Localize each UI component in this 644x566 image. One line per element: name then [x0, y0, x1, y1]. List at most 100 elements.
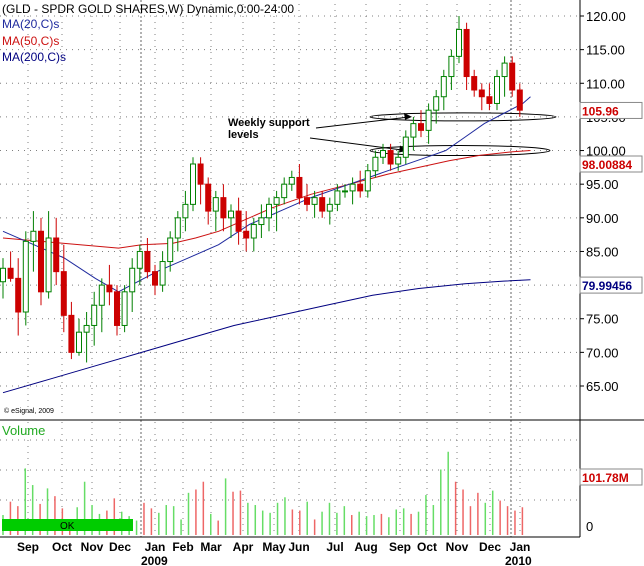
candle-body	[243, 230, 250, 239]
candle-body	[114, 291, 120, 326]
candle-body	[129, 267, 136, 293]
candle-body	[349, 183, 356, 192]
month-label-oct: Oct	[417, 540, 437, 554]
price-tick-label: 90.00	[586, 211, 619, 226]
candle-body	[30, 230, 37, 242]
candle-body	[83, 324, 90, 333]
candle-body	[38, 230, 44, 293]
price-badge-label: 105.96	[582, 104, 619, 118]
candle-body	[501, 62, 508, 78]
candle-body	[212, 197, 219, 212]
candle-body	[494, 76, 500, 104]
month-label-nov: Nov	[81, 540, 104, 554]
candle-body	[91, 304, 98, 326]
chart-title: (GLD - SPDR GOLD SHARES,W) Dynamic,0:00-…	[2, 2, 294, 16]
candle-body	[471, 76, 478, 91]
arrow-to-105	[315, 116, 411, 129]
candle-body	[15, 277, 22, 313]
candle-body	[372, 156, 379, 172]
price-badges: 105.96 98.00884 79.99456 101.78M	[579, 101, 643, 486]
support-ellipse-100	[369, 145, 551, 157]
ok-status-bar	[2, 519, 133, 531]
price-tick-label: 75.00	[586, 312, 619, 327]
month-label-sep: Sep	[17, 540, 39, 554]
arrowhead-105	[404, 112, 412, 120]
candle-body	[7, 267, 14, 279]
candle-body	[273, 197, 280, 205]
volume-zero-label: 0	[586, 519, 593, 534]
month-label-aug: Aug	[354, 540, 377, 554]
candle-body	[121, 291, 128, 326]
candle-body	[220, 197, 227, 219]
candle-body	[152, 271, 158, 286]
year-label-2009: 2009	[141, 554, 168, 566]
price-tick-label: 115.00	[586, 43, 625, 58]
candle-body	[311, 197, 318, 205]
annotation-line2: levels	[228, 129, 259, 141]
candle-body	[418, 123, 424, 131]
candle-body	[228, 210, 234, 219]
month-label-sep: Sep	[389, 540, 411, 554]
candle-body	[250, 224, 257, 239]
candle-body	[76, 331, 82, 353]
month-label-feb: Feb	[172, 540, 193, 554]
candle-body	[463, 28, 470, 78]
arrow-to-100	[309, 137, 407, 152]
candle-body	[288, 176, 295, 185]
candle-body	[106, 284, 113, 293]
price-badge-label: 79.99456	[582, 279, 632, 293]
candle-body	[68, 314, 75, 353]
month-label-mar: Mar	[200, 540, 222, 554]
price-tick-label: 70.00	[586, 345, 619, 360]
price-tick-label: 110.00	[586, 76, 625, 91]
candle-body	[448, 55, 455, 78]
candle-body	[456, 28, 462, 57]
candle-body	[45, 237, 52, 293]
copyright-text: © eSignal, 2009	[4, 407, 54, 415]
candle-body	[357, 183, 364, 192]
annotation-line1: Weekly support	[228, 117, 310, 129]
price-tick-label: 85.00	[586, 244, 619, 259]
candle-body	[205, 183, 212, 212]
price-tick-label: 95.00	[586, 177, 619, 192]
support-ellipse-105	[369, 112, 557, 122]
year-label-2010: 2010	[505, 554, 532, 566]
month-label-dec: Dec	[109, 540, 131, 554]
candle-body	[440, 76, 447, 98]
candle-body	[516, 89, 523, 111]
candle-body	[509, 62, 516, 91]
price-tick-label: 65.00	[586, 379, 619, 394]
ma20-line	[2, 96, 531, 293]
candle-body	[395, 156, 402, 165]
candle-body	[486, 96, 493, 104]
month-label-jun: Jun	[288, 540, 309, 554]
study-ma20[interactable]: MA(20,C)s	[2, 17, 59, 31]
time-axis-ticks: Sep Oct Nov Dec Jan Feb Mar Apr May Jun Jul Aug Sep O…	[17, 540, 532, 566]
price-tick-label: 120.00	[586, 9, 626, 24]
study-ma50[interactable]: MA(50,C)s	[2, 34, 59, 48]
candle-body	[304, 197, 310, 205]
month-label-apr: Apr	[233, 540, 254, 554]
candle-body	[60, 271, 67, 316]
candle-body	[235, 210, 242, 232]
month-label-jan: Jan	[145, 540, 166, 554]
price-tick-label: 100.00	[586, 144, 626, 159]
candle-body	[425, 109, 432, 131]
moving-average-lines	[2, 96, 531, 394]
candle-body	[387, 150, 394, 165]
candle-body	[22, 240, 29, 313]
price-badge-box	[579, 155, 643, 173]
candle-body	[144, 250, 151, 273]
candle-body	[334, 190, 341, 205]
candle-body	[319, 197, 326, 212]
candle-body	[296, 176, 303, 199]
candle-body	[190, 163, 196, 205]
study-ma200[interactable]: MA(200,C)s	[2, 50, 66, 64]
candle-body	[159, 261, 166, 286]
month-label-nov: Nov	[446, 540, 469, 554]
candle-body	[258, 217, 265, 226]
candle-body	[281, 183, 288, 199]
month-label-jan: Jan	[510, 540, 531, 554]
candle-body	[433, 96, 440, 111]
